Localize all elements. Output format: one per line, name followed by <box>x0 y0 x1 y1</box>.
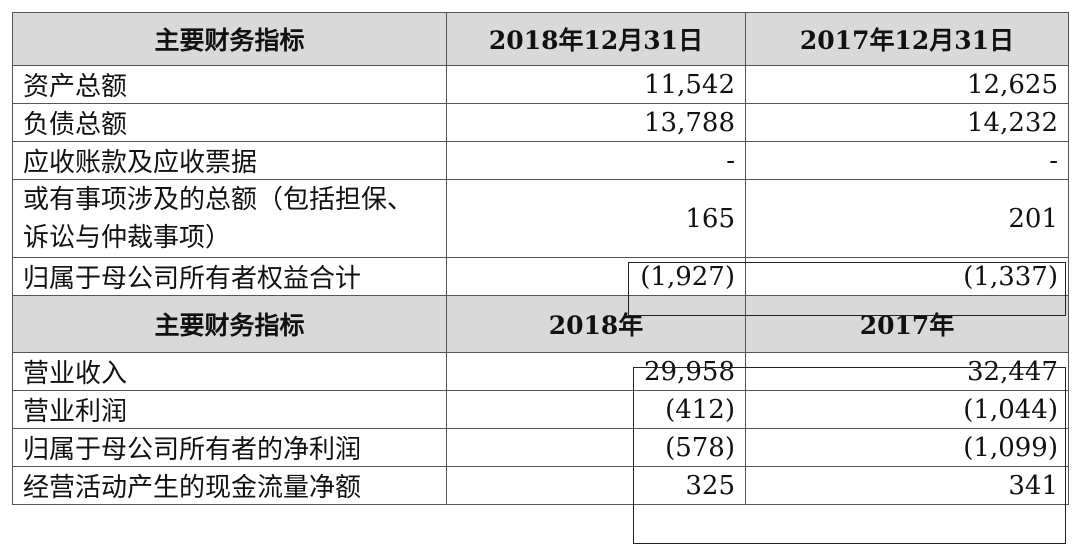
row-label: 或有事项涉及的总额（包括担保、诉讼与仲裁事项） <box>12 179 447 258</box>
value-2017: 201 <box>745 179 1069 258</box>
value-2017: (1,099) <box>745 428 1069 467</box>
value-2017: 12,625 <box>745 65 1069 104</box>
financial-indicators-table: 主要财务指标 2018年12月31日 2017年12月31日 资产总额 11,5… <box>12 12 1069 505</box>
value-2017: (1,337) <box>745 257 1069 296</box>
table-row: 应收账款及应收票据 - - <box>12 141 1069 180</box>
row-label: 归属于母公司所有者权益合计 <box>12 257 447 296</box>
value-2018: (412) <box>446 390 746 429</box>
value-2017: - <box>745 141 1069 180</box>
value-2018: 11,542 <box>446 65 746 104</box>
value-2017: (1,044) <box>745 390 1069 429</box>
table-row: 经营活动产生的现金流量净额 325 341 <box>12 466 1069 505</box>
row-label: 归属于母公司所有者的净利润 <box>12 428 447 467</box>
table-header-row: 主要财务指标 2018年 2017年 <box>12 295 1069 353</box>
header-cell: 主要财务指标 <box>12 12 447 66</box>
row-label: 负债总额 <box>12 103 447 142</box>
row-label: 资产总额 <box>12 65 447 104</box>
value-2017: 341 <box>745 466 1069 505</box>
value-2017: 14,232 <box>745 103 1069 142</box>
value-2018: 29,958 <box>446 352 746 391</box>
value-2018: (1,927) <box>446 257 746 296</box>
table-row: 营业收入 29,958 32,447 <box>12 352 1069 391</box>
header-cell: 2018年12月31日 <box>446 12 746 66</box>
header-cell: 2017年 <box>745 295 1069 353</box>
row-label: 应收账款及应收票据 <box>12 141 447 180</box>
value-2018: - <box>446 141 746 180</box>
row-label: 营业收入 <box>12 352 447 391</box>
table-row: 或有事项涉及的总额（包括担保、诉讼与仲裁事项） 165 201 <box>12 179 1069 258</box>
table-row: 归属于母公司所有者权益合计 (1,927) (1,337) <box>12 257 1069 296</box>
value-2018: (578) <box>446 428 746 467</box>
value-2018: 13,788 <box>446 103 746 142</box>
table-row: 营业利润 (412) (1,044) <box>12 390 1069 429</box>
value-2017: 32,447 <box>745 352 1069 391</box>
table-row: 负债总额 13,788 14,232 <box>12 103 1069 142</box>
table-row: 资产总额 11,542 12,625 <box>12 65 1069 104</box>
value-2018: 325 <box>446 466 746 505</box>
table-row: 归属于母公司所有者的净利润 (578) (1,099) <box>12 428 1069 467</box>
row-label: 经营活动产生的现金流量净额 <box>12 466 447 505</box>
header-cell: 2017年12月31日 <box>745 12 1069 66</box>
row-label: 营业利润 <box>12 390 447 429</box>
header-cell: 2018年 <box>446 295 746 353</box>
value-2018: 165 <box>446 179 746 258</box>
header-cell: 主要财务指标 <box>12 295 447 353</box>
table-header-row: 主要财务指标 2018年12月31日 2017年12月31日 <box>12 12 1069 66</box>
